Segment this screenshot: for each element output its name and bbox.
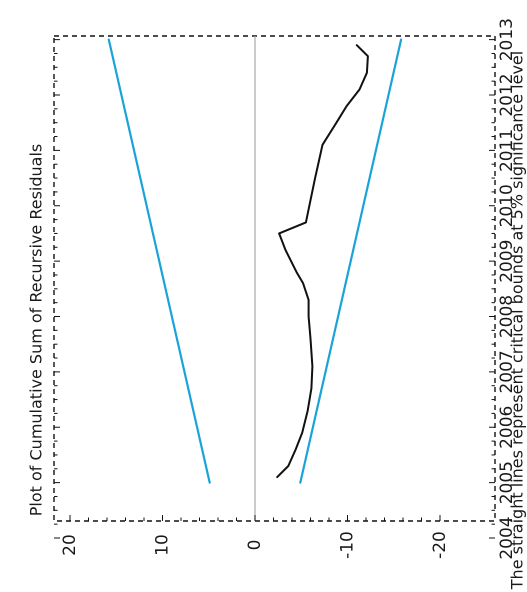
x-tick-label: 2004 bbox=[497, 516, 517, 559]
x-tick-label: 2011 bbox=[497, 129, 517, 172]
lower-bound-line bbox=[299, 38, 403, 484]
axis-ticks bbox=[54, 39, 495, 539]
y-tick-label: -20 bbox=[430, 531, 450, 559]
chart-title: Plot of Cumulative Sum of Recursive Resi… bbox=[27, 144, 46, 516]
upper-bound-line bbox=[107, 38, 211, 484]
plot-lines bbox=[107, 36, 403, 521]
plot-border bbox=[53, 35, 496, 522]
x-tick-label: 2006 bbox=[497, 406, 517, 449]
x-tick-label: 2009 bbox=[497, 239, 517, 282]
x-tick-label: 2008 bbox=[497, 295, 517, 338]
x-tick-label: 2010 bbox=[497, 184, 517, 227]
y-tick-label: -10 bbox=[338, 531, 358, 559]
y-tick-label: 20 bbox=[60, 534, 80, 556]
plot-frame bbox=[53, 35, 496, 522]
x-tick-label: 2007 bbox=[497, 350, 517, 393]
chart-footnote: The straight lines represent critical bo… bbox=[508, 51, 527, 590]
y-tick-label: 0 bbox=[245, 540, 265, 551]
cusum-line bbox=[276, 44, 369, 479]
axis-labels: 2004200520062007200820092010201120122013… bbox=[27, 18, 527, 590]
x-tick-label: 2012 bbox=[497, 73, 517, 116]
y-tick-label: 10 bbox=[153, 534, 173, 556]
x-tick-label: 2013 bbox=[497, 18, 517, 61]
x-tick-label: 2005 bbox=[497, 461, 517, 504]
